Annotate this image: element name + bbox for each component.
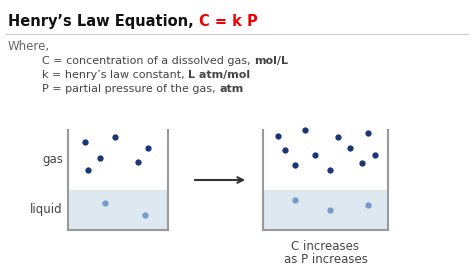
Text: liquid: liquid [30,203,63,217]
Bar [68,190,168,230]
Text: gas: gas [42,153,63,167]
Text: Where,: Where, [8,40,50,53]
Bar [263,190,388,230]
Text: C = k P: C = k P [199,14,258,29]
Text: P = partial pressure of the gas,: P = partial pressure of the gas, [42,84,219,94]
Text: L atm/mol: L atm/mol [188,70,250,80]
Text: C = concentration of a dissolved gas,: C = concentration of a dissolved gas, [42,56,254,66]
Text: k = henry’s law constant,: k = henry’s law constant, [42,70,188,80]
Text: atm: atm [219,84,243,94]
Text: Henry’s Law Equation,: Henry’s Law Equation, [8,14,199,29]
Text: C increases: C increases [292,240,359,253]
Text: as P increases: as P increases [283,253,367,266]
Text: mol/L: mol/L [254,56,288,66]
